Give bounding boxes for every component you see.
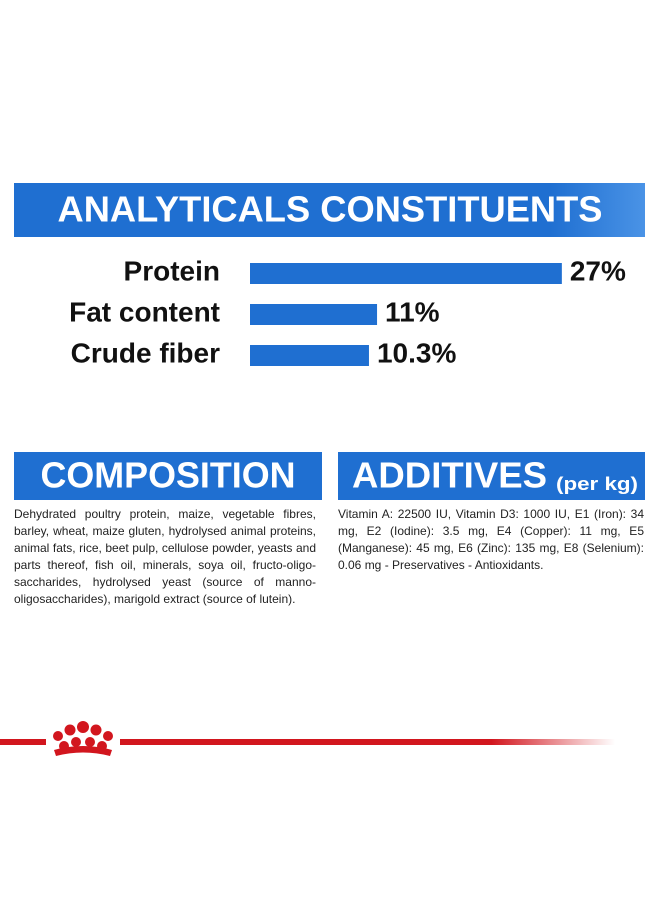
additives-banner (338, 452, 645, 500)
value-label: 27% (570, 255, 626, 286)
bar (250, 263, 562, 284)
red-line (120, 739, 615, 745)
composition-title: COMPOSITION (41, 455, 296, 496)
category-label: Fat content (69, 296, 220, 327)
chart-title: ANALYTICALS CONSTITUENTS (58, 189, 603, 230)
bar (250, 304, 378, 325)
additives-subtitle: (per kg) (556, 474, 638, 494)
category-label: Crude fiber (71, 337, 220, 368)
red-line (0, 739, 46, 745)
bar (250, 345, 369, 366)
composition-banner (14, 452, 322, 500)
category-label: Protein (124, 255, 220, 286)
additives-text: Vitamin A: 22500 IU, Vitamin D3: 1000 IU… (338, 507, 644, 572)
title-banner (14, 183, 645, 237)
composition-text: Dehydrated poultry protein, maize, veget… (14, 507, 316, 606)
value-label: 10.3% (377, 337, 456, 368)
additives-title: ADDITIVES (352, 455, 547, 496)
crown-logo (53, 721, 113, 756)
value-label: 11% (385, 296, 440, 327)
